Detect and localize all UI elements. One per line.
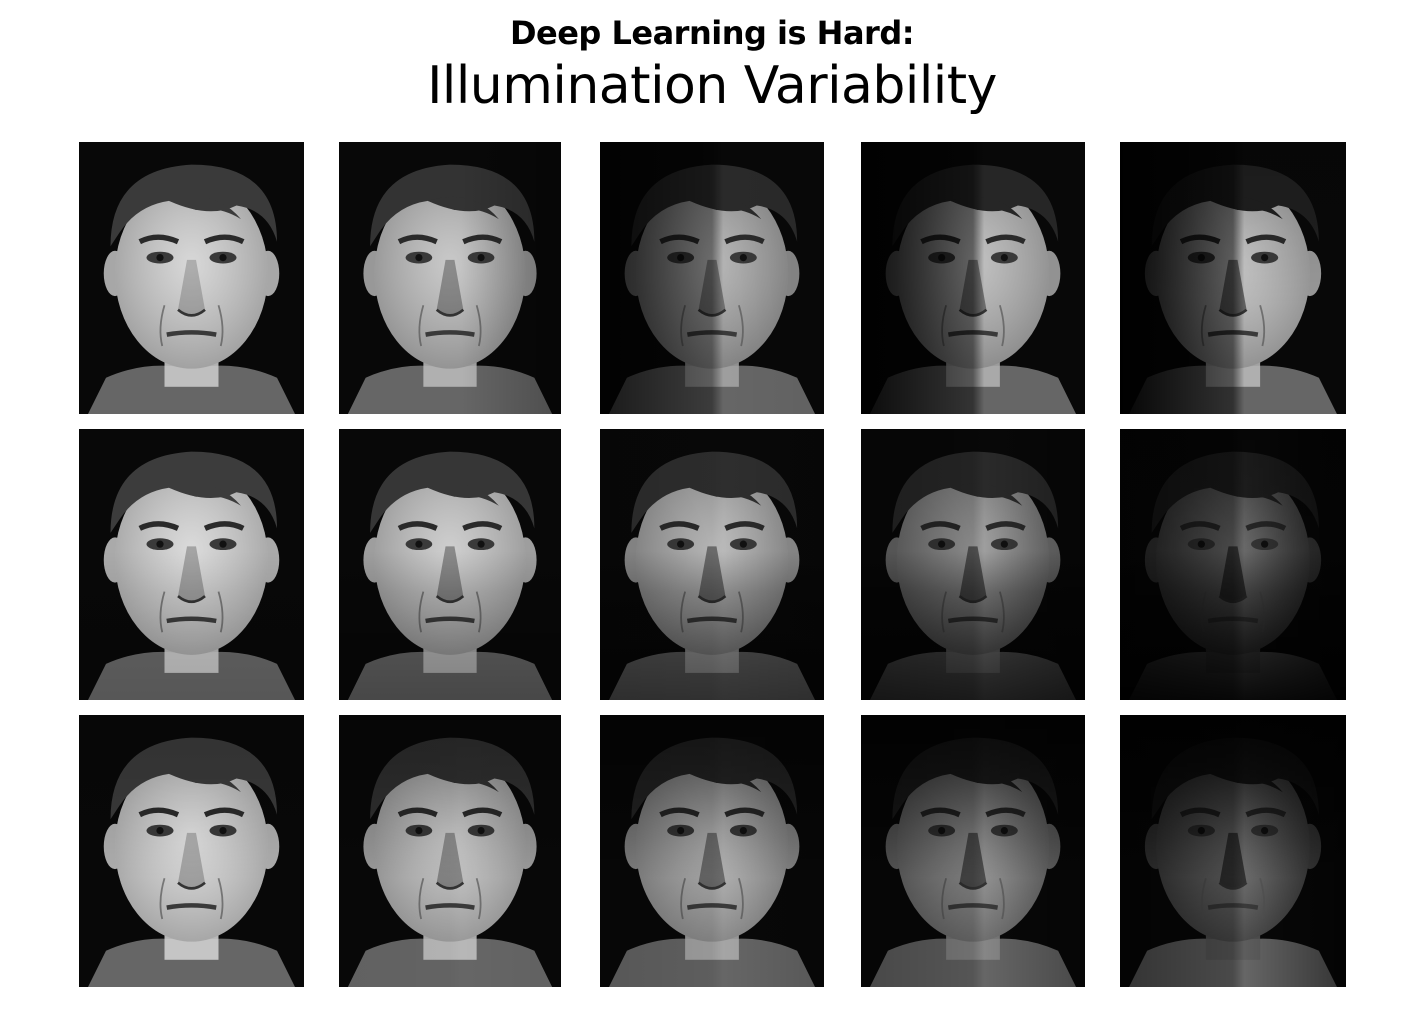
face-photo-r1c2 [339,142,561,414]
face-photo-r2c5 [1120,429,1346,700]
face-photo-r1c1 [79,142,304,414]
face-photo-r3c4 [861,715,1085,987]
face-photo-r1c4 [861,142,1085,414]
face-photo-r2c1 [79,429,304,700]
face-photo-r3c2 [339,715,561,987]
face-photo-r2c3 [600,429,824,700]
face-photo-r3c1 [79,715,304,987]
face-photo-r1c3 [600,142,824,414]
face-photo-r2c4 [861,429,1085,700]
face-photo-r3c3 [600,715,824,987]
face-photo-r1c5 [1120,142,1346,414]
slide-title: Illumination Variability [427,56,997,116]
face-photo-r2c2 [339,429,561,700]
face-photo-r3c5 [1120,715,1346,987]
slide-kicker: Deep Learning is Hard: [509,14,915,52]
